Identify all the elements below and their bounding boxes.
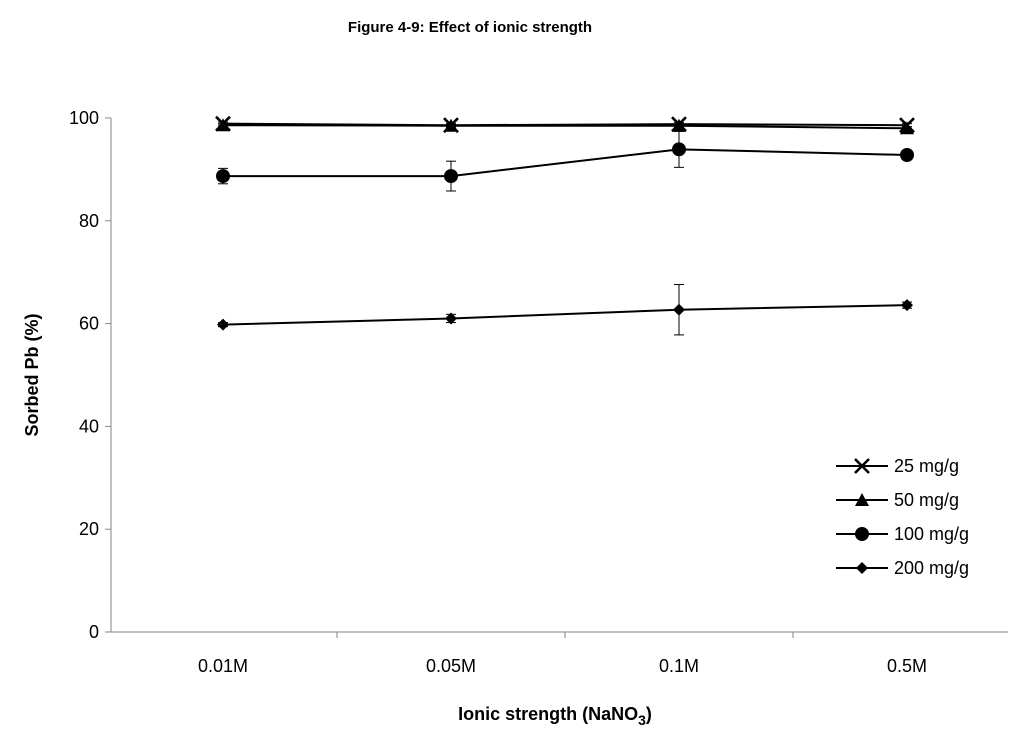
y-tick-label: 60	[79, 314, 99, 334]
x-tick-label: 0.5M	[887, 656, 927, 676]
data-point	[901, 299, 913, 312]
data-point	[444, 118, 458, 132]
data-point	[673, 303, 685, 316]
legend-label: 100 mg/g	[894, 524, 969, 544]
legend-item: 25 mg/g	[836, 456, 959, 476]
y-tick-label: 20	[79, 519, 99, 539]
series-line	[222, 124, 908, 130]
legend-marker	[856, 562, 868, 574]
x-tick-label: 0.05M	[426, 656, 476, 676]
x-axis-title-end: )	[646, 704, 652, 724]
y-tick-label: 80	[79, 211, 99, 231]
y-axis-title: Sorbed Pb (%)	[22, 313, 42, 436]
x-ticks: 0.01M 0.05M 0.1M 0.5M	[198, 632, 927, 676]
x-tick-label: 0.1M	[659, 656, 699, 676]
data-point	[216, 118, 230, 132]
chart-title: Figure 4-9: Effect of ionic strength	[348, 19, 592, 36]
series-line	[222, 122, 908, 127]
y-ticks: 0 20 40 60 80 100	[69, 108, 111, 642]
data-point	[216, 169, 230, 184]
y-tick-label: 40	[79, 416, 99, 436]
legend-marker	[854, 458, 870, 474]
legend-label: 200 mg/g	[894, 558, 969, 578]
legend-label: 50 mg/g	[894, 490, 959, 510]
legend-label: 25 mg/g	[894, 456, 959, 476]
series-line	[223, 148, 908, 178]
x-axis-title-subscript: 3	[638, 712, 646, 727]
data-point	[445, 312, 457, 325]
legend-marker-stroke	[854, 458, 870, 474]
data-point	[672, 142, 686, 157]
legend-item: 100 mg/g	[836, 524, 969, 544]
legend: 25 mg/g 50 mg/g 100 mg/g 200 mg/g	[836, 456, 969, 578]
y-tick-label: 100	[69, 108, 99, 128]
legend-marker	[855, 527, 869, 541]
data-point	[217, 318, 229, 331]
legend-item: 200 mg/g	[836, 558, 969, 578]
series-triangle	[216, 118, 914, 135]
x-axis-title-main: Ionic strength (NaNO	[458, 704, 638, 724]
legend-marker	[855, 493, 869, 506]
series-line	[222, 304, 908, 326]
x-axis-title: Ionic strength (NaNO3)	[458, 704, 652, 727]
data-point	[672, 118, 686, 132]
x-tick-label: 0.01M	[198, 656, 248, 676]
series-circle	[216, 130, 914, 192]
data-point	[444, 169, 458, 184]
plot-series	[215, 115, 915, 336]
data-point	[900, 148, 914, 163]
data-point	[900, 121, 914, 135]
legend-item: 50 mg/g	[836, 490, 959, 510]
axes: 0 20 40 60 80 100 0.01M 0.05M 0.1M 0.5M	[69, 108, 1008, 676]
y-tick-label: 0	[89, 622, 99, 642]
series-diamond	[217, 284, 913, 336]
